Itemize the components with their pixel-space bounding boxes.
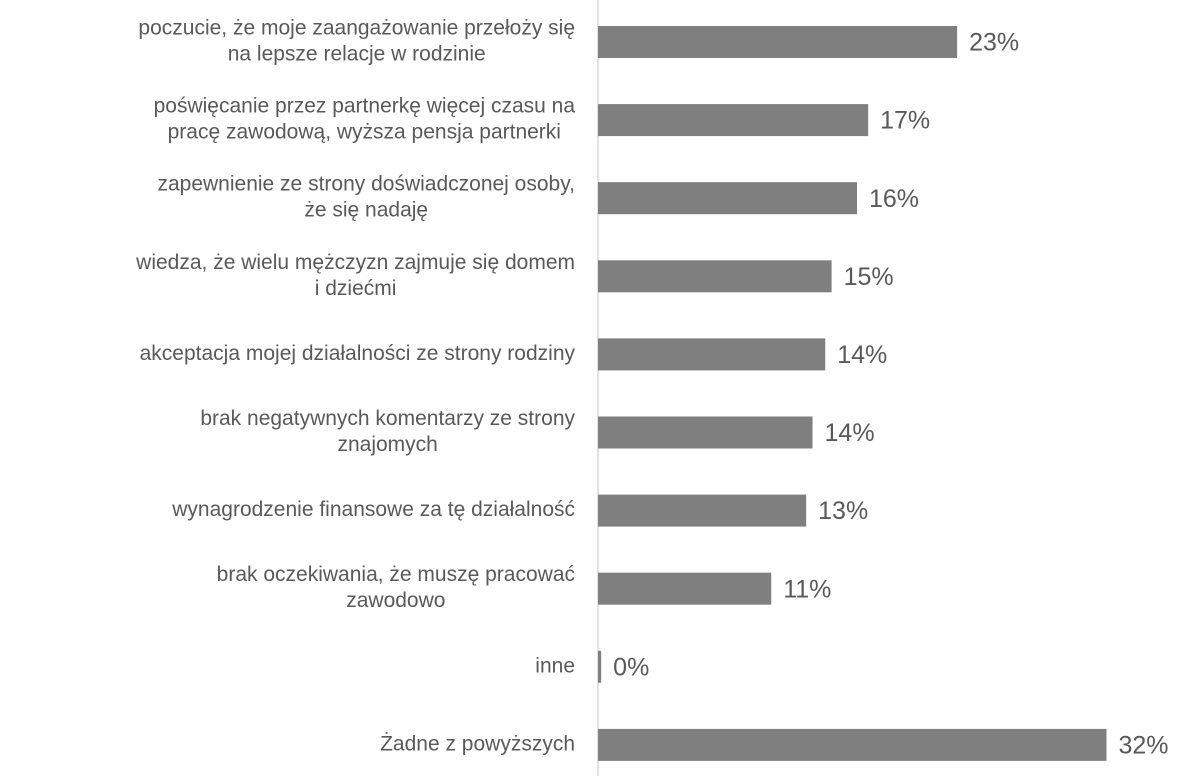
category-label: wiedza, że wielu mężczyzn zajmuje się do…: [135, 251, 575, 274]
category-label: Żadne z powyższych: [380, 732, 575, 755]
bar: [598, 182, 858, 215]
category-label: brak oczekiwania, że muszę pracować: [217, 563, 575, 586]
category-label: poświęcanie przez partnerkę więcej czasu…: [154, 95, 576, 118]
category-label: że się nadaję: [304, 199, 428, 222]
bar: [598, 572, 772, 605]
value-label: 32%: [1118, 732, 1168, 760]
bar: [598, 338, 826, 371]
value-label: 16%: [869, 185, 919, 213]
bar: [598, 416, 813, 449]
value-label: 11%: [783, 575, 831, 603]
value-label: 0%: [613, 653, 649, 681]
value-label: 17%: [880, 107, 930, 135]
value-label: 13%: [818, 497, 868, 525]
category-label: inne: [535, 654, 575, 677]
category-label: poczucie, że moje zaangażowanie przełoży…: [138, 17, 575, 40]
bar: [598, 494, 807, 527]
category-label: wynagrodzenie finansowe za tę działalnoś…: [171, 498, 575, 521]
category-label: brak negatywnych komentarzy ze strony: [200, 407, 575, 430]
bar: [598, 650, 602, 683]
category-label: pracę zawodową, wyższa pensja partnerki: [168, 121, 561, 144]
category-label: na lepsze relacje w rodzinie: [228, 43, 486, 66]
bar: [598, 26, 958, 58]
value-label: 14%: [825, 419, 875, 447]
category-label: zawodowo: [346, 589, 445, 612]
bar: [598, 104, 869, 137]
value-label: 14%: [837, 341, 887, 369]
category-label: i dziećmi: [315, 277, 397, 300]
bar: [598, 728, 1107, 761]
value-label: 15%: [844, 263, 894, 291]
value-label: 23%: [969, 29, 1019, 57]
category-label: znajomych: [337, 433, 437, 456]
bar: [598, 260, 832, 293]
category-label: zapewnienie ze strony doświadczonej osob…: [157, 173, 575, 196]
category-label: akceptacja mojej działalności ze strony …: [140, 342, 576, 365]
